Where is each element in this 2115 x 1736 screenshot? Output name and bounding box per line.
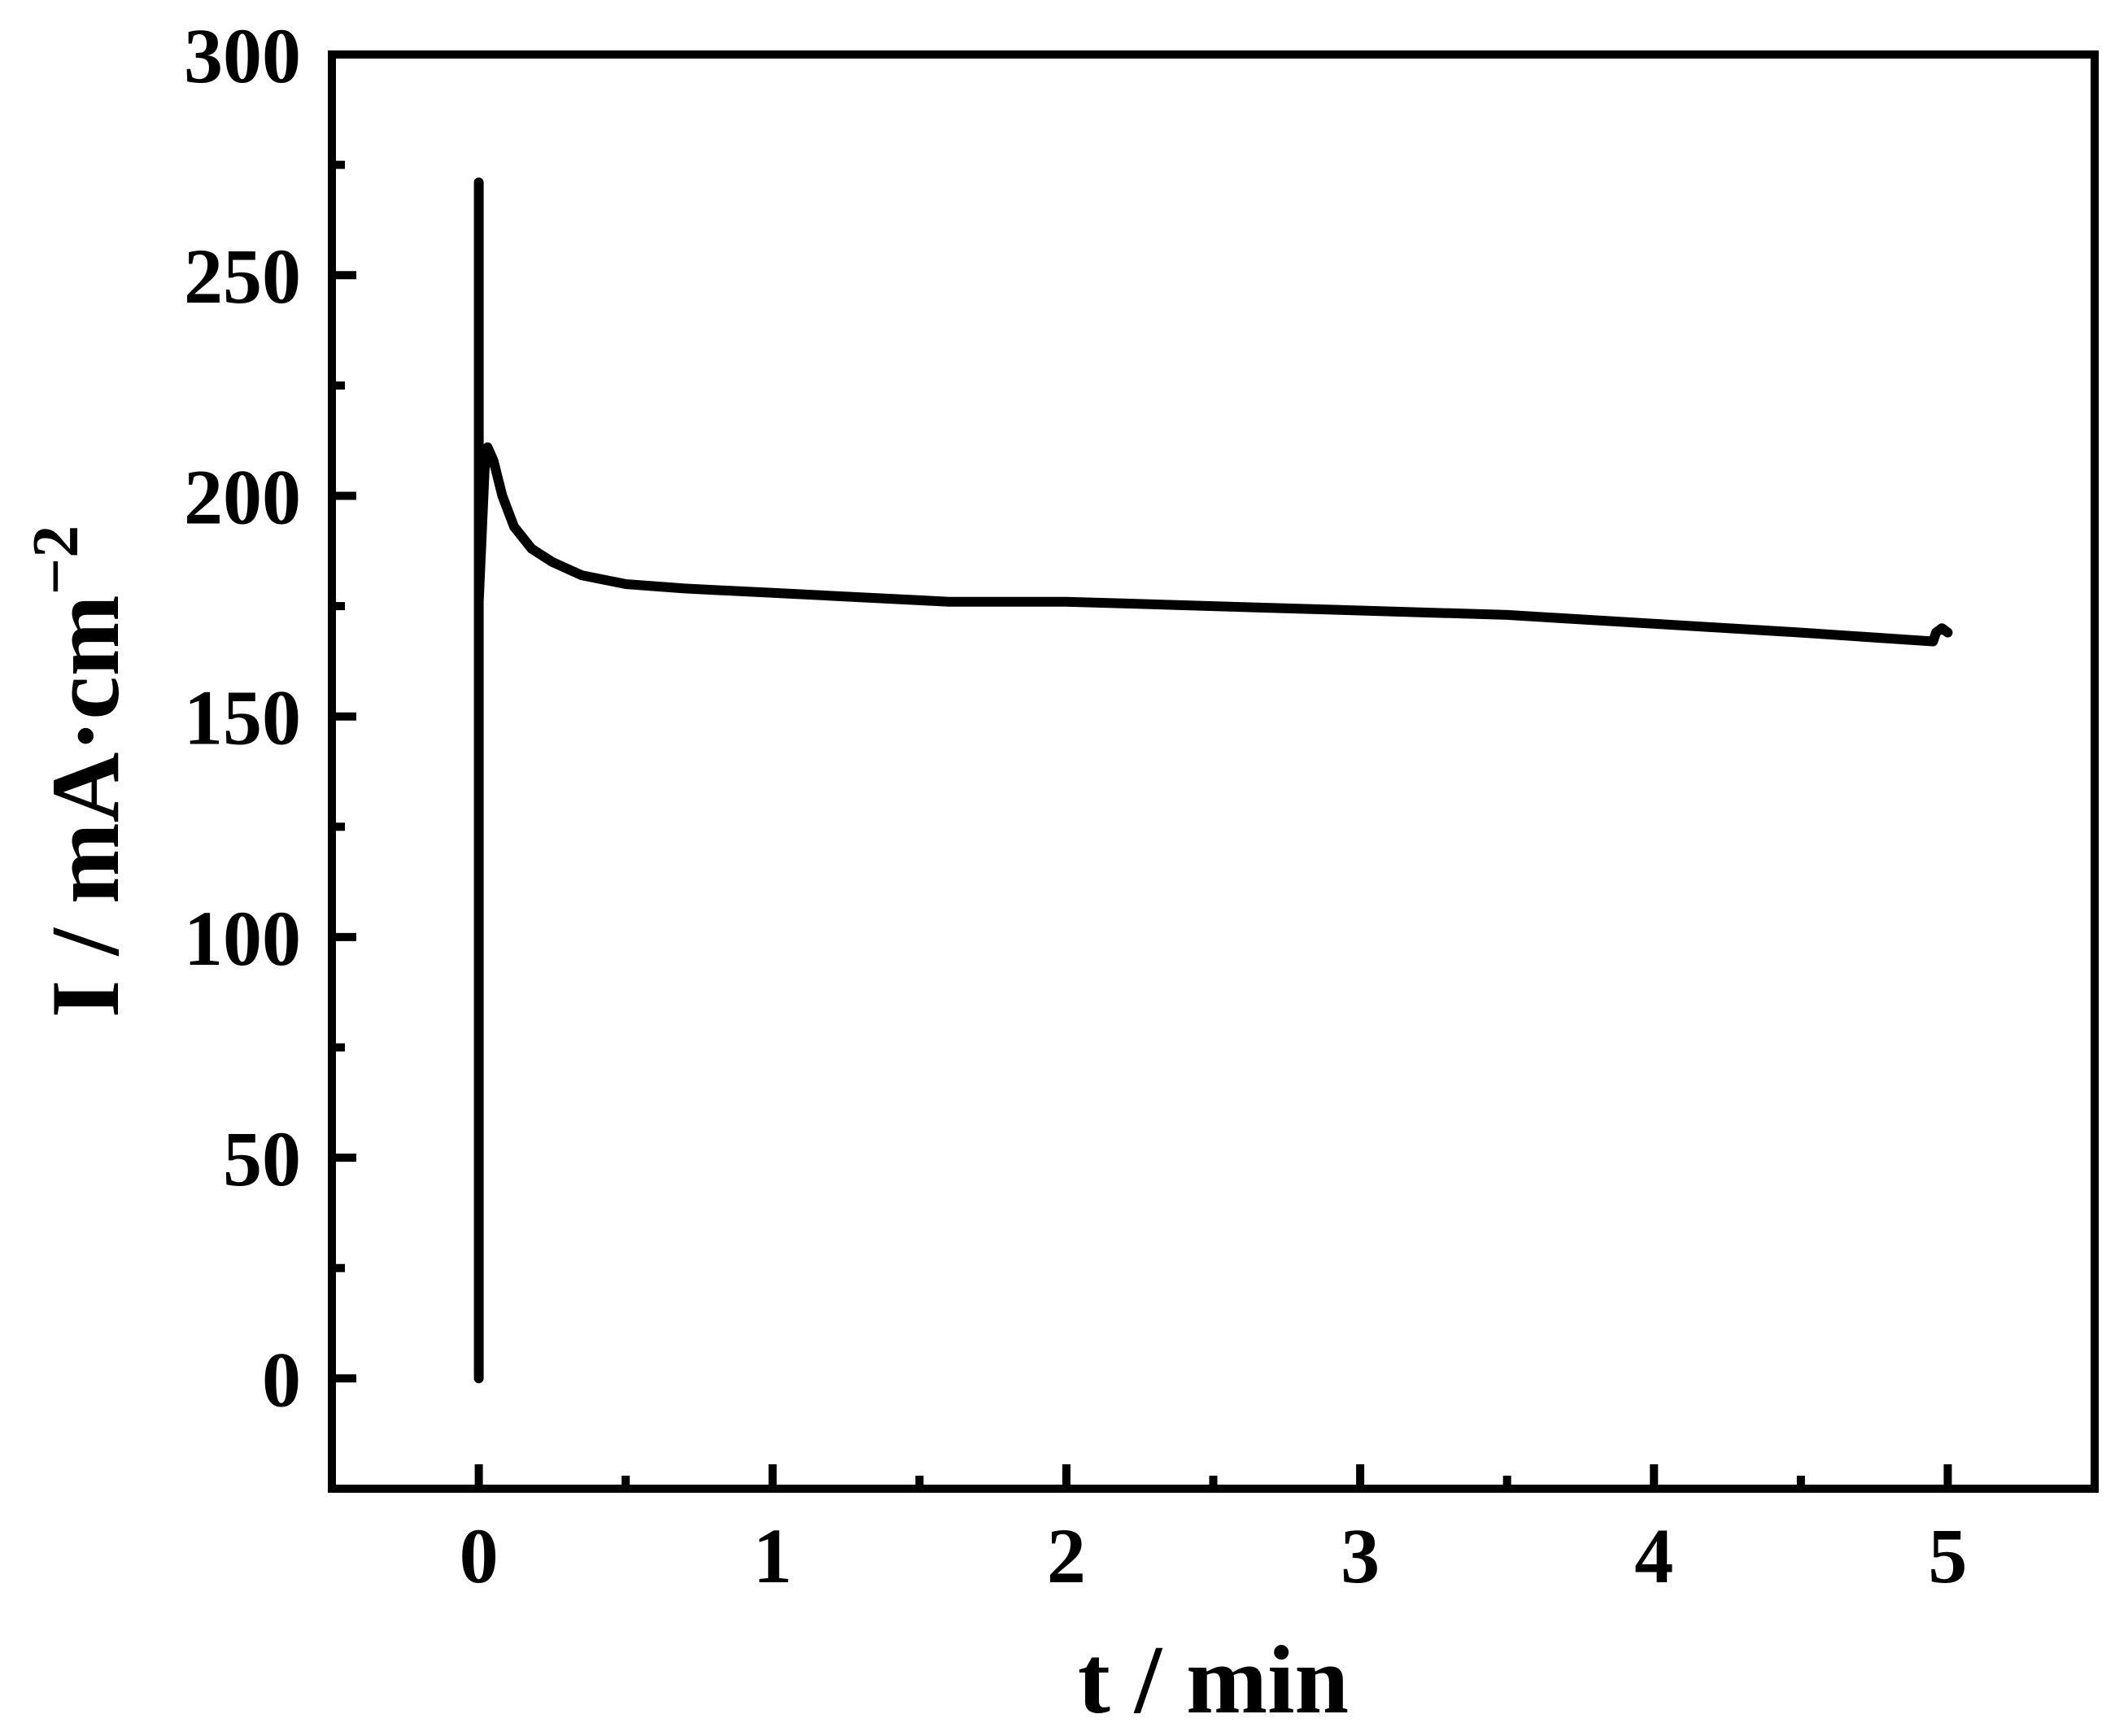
series-line xyxy=(473,177,1953,1384)
x-tick-label: 2 xyxy=(1047,1512,1086,1599)
y-tick-label: 200 xyxy=(184,453,301,540)
y-tick-label: 150 xyxy=(184,674,301,761)
plot-frame xyxy=(328,50,2099,1493)
y-tick-label: 300 xyxy=(184,12,301,99)
y-tick-label: 50 xyxy=(223,1115,301,1202)
major-ticks xyxy=(332,50,1952,1489)
x-tick-label: 1 xyxy=(753,1512,792,1599)
x-tick-label: 0 xyxy=(460,1512,499,1599)
y-tick-label: 0 xyxy=(262,1336,301,1423)
x-tick-label: 3 xyxy=(1341,1512,1380,1599)
x-axis-title: t / min xyxy=(1078,1625,1349,1734)
y-axis-title-main: I / mA·cm xyxy=(31,595,139,1018)
series-group xyxy=(473,177,1953,1384)
y-axis-title: I / mA·cm−2 xyxy=(20,526,139,1018)
minor-ticks xyxy=(332,160,1805,1493)
x-tick-label: 5 xyxy=(1928,1512,1967,1599)
y-axis-title-superscript: −2 xyxy=(20,526,92,595)
y-tick-label: 250 xyxy=(184,233,301,320)
x-tick-label: 4 xyxy=(1634,1512,1673,1599)
y-tick-label: 100 xyxy=(184,895,301,982)
